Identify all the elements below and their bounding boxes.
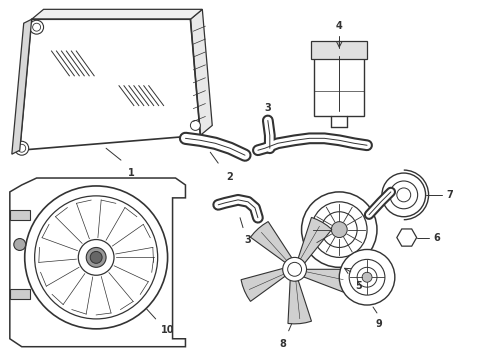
Circle shape — [362, 272, 372, 282]
Circle shape — [357, 267, 377, 287]
Polygon shape — [32, 9, 202, 19]
Polygon shape — [10, 210, 30, 220]
Bar — [312, 41, 367, 59]
Circle shape — [402, 233, 412, 243]
Circle shape — [312, 202, 367, 257]
Polygon shape — [191, 9, 212, 135]
Circle shape — [90, 251, 102, 264]
Circle shape — [288, 262, 301, 276]
Text: 10: 10 — [161, 325, 174, 335]
Circle shape — [18, 144, 25, 152]
Polygon shape — [10, 289, 30, 299]
Circle shape — [33, 23, 41, 31]
Text: 5: 5 — [356, 281, 363, 291]
Bar — [315, 56, 364, 116]
Circle shape — [78, 239, 114, 275]
Polygon shape — [12, 19, 32, 154]
Circle shape — [339, 249, 395, 305]
Text: 8: 8 — [279, 339, 286, 349]
Circle shape — [390, 181, 417, 209]
Circle shape — [382, 173, 426, 217]
Polygon shape — [241, 269, 285, 301]
Text: 7: 7 — [446, 190, 453, 200]
Polygon shape — [397, 229, 416, 246]
Circle shape — [321, 212, 357, 247]
Text: 3: 3 — [245, 235, 251, 244]
Circle shape — [15, 141, 29, 155]
Text: 2: 2 — [227, 172, 234, 182]
Circle shape — [301, 192, 377, 267]
Text: 3: 3 — [265, 103, 271, 113]
Polygon shape — [288, 280, 312, 324]
Circle shape — [30, 20, 44, 34]
Polygon shape — [250, 221, 292, 262]
Circle shape — [14, 239, 25, 251]
Text: 4: 4 — [336, 21, 343, 31]
Circle shape — [331, 222, 347, 238]
Circle shape — [283, 257, 307, 281]
Polygon shape — [304, 269, 349, 292]
Polygon shape — [10, 178, 185, 347]
Text: 1: 1 — [127, 168, 134, 178]
Circle shape — [397, 188, 411, 202]
Circle shape — [349, 260, 385, 295]
Circle shape — [191, 121, 200, 130]
Circle shape — [35, 196, 158, 319]
Text: 6: 6 — [434, 233, 441, 243]
Text: 9: 9 — [375, 319, 382, 329]
Circle shape — [86, 247, 106, 267]
Polygon shape — [298, 217, 332, 263]
Circle shape — [24, 186, 168, 329]
